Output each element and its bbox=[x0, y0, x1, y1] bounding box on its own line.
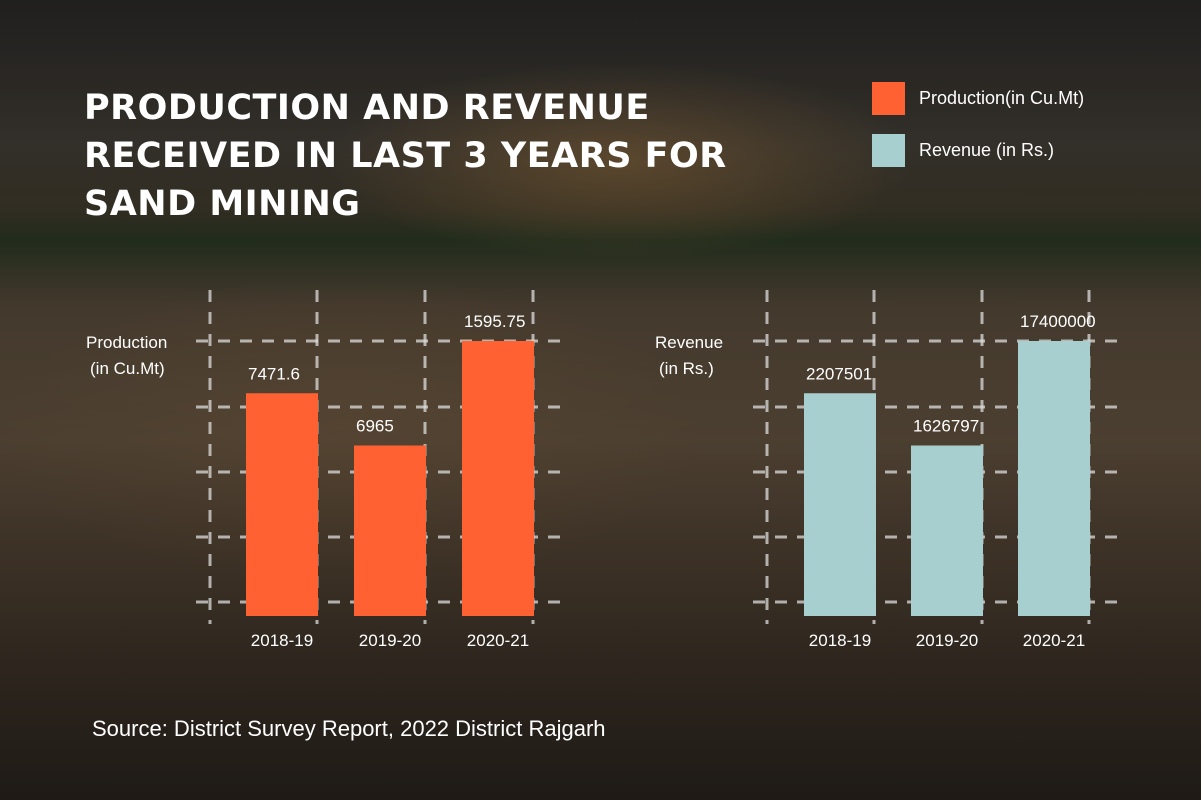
revenue-ylabel-line-1: Revenue bbox=[655, 333, 723, 352]
revenue-tick-label-2018-19: 2018-19 bbox=[809, 631, 871, 650]
production-value-label-2018-19: 7471.6 bbox=[248, 364, 300, 383]
legend-swatch-production bbox=[872, 82, 905, 115]
legend-item-production: Production(in Cu.Mt) bbox=[872, 82, 1084, 115]
production-value-label-2019-20: 6965 bbox=[356, 417, 394, 436]
production-tick-label-2020-21: 2020-21 bbox=[467, 631, 529, 650]
revenue-ylabel-line-2: (in Rs.) bbox=[659, 359, 714, 378]
production-ylabel-line-1: Production bbox=[86, 333, 167, 352]
legend-label-revenue: Revenue (in Rs.) bbox=[919, 140, 1055, 160]
revenue-bar-2020-21 bbox=[1018, 341, 1090, 616]
legend-label-production: Production(in Cu.Mt) bbox=[919, 88, 1085, 108]
production-bar-2018-19 bbox=[246, 393, 318, 616]
revenue-bar-2019-20 bbox=[911, 445, 983, 616]
revenue-value-label-2019-20: 1626797 bbox=[913, 417, 979, 436]
revenue-value-label-2018-19: 2207501 bbox=[806, 364, 872, 383]
revenue-value-label-2020-21: 17400000 bbox=[1020, 312, 1096, 331]
revenue-tick-label-2020-21: 2020-21 bbox=[1023, 631, 1085, 650]
legend-swatch-revenue bbox=[872, 134, 905, 167]
page-title: PRODUCTION AND REVENUE RECEIVED IN LAST … bbox=[84, 88, 727, 224]
legend-item-revenue: Revenue (in Rs.) bbox=[872, 134, 1084, 167]
production-value-label-2020-21: 1595.75 bbox=[464, 312, 525, 331]
production-bar-2020-21 bbox=[462, 341, 534, 616]
production-tick-label-2019-20: 2019-20 bbox=[359, 631, 421, 650]
source-note: Source: District Survey Report, 2022 Dis… bbox=[92, 716, 606, 741]
revenue-tick-label-2019-20: 2019-20 bbox=[916, 631, 978, 650]
production-bar-2019-20 bbox=[354, 445, 426, 616]
legend: Production(in Cu.Mt) Revenue (in Rs.) bbox=[872, 82, 1084, 186]
production-ylabel-line-2: (in Cu.Mt) bbox=[90, 359, 165, 378]
revenue-bar-2018-19 bbox=[804, 393, 876, 616]
production-tick-label-2018-19: 2018-19 bbox=[251, 631, 313, 650]
